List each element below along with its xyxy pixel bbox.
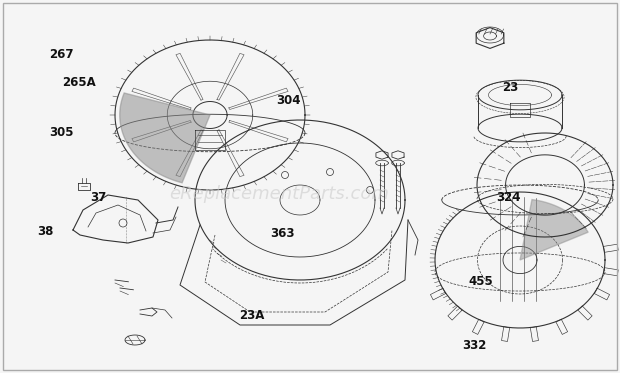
Polygon shape [120, 93, 210, 183]
Text: 23A: 23A [239, 309, 264, 322]
Text: 363: 363 [270, 227, 294, 239]
Text: 37: 37 [90, 191, 106, 204]
Text: 305: 305 [50, 126, 74, 139]
Text: 38: 38 [37, 225, 53, 238]
Text: 332: 332 [462, 339, 486, 351]
Text: 265A: 265A [62, 76, 95, 88]
Text: 23: 23 [502, 81, 518, 94]
Text: 267: 267 [50, 48, 74, 60]
Text: 304: 304 [276, 94, 301, 107]
Polygon shape [520, 200, 588, 260]
Text: 455: 455 [468, 275, 493, 288]
Text: 324: 324 [496, 191, 521, 204]
Text: eReplacementParts.com: eReplacementParts.com [169, 185, 389, 203]
